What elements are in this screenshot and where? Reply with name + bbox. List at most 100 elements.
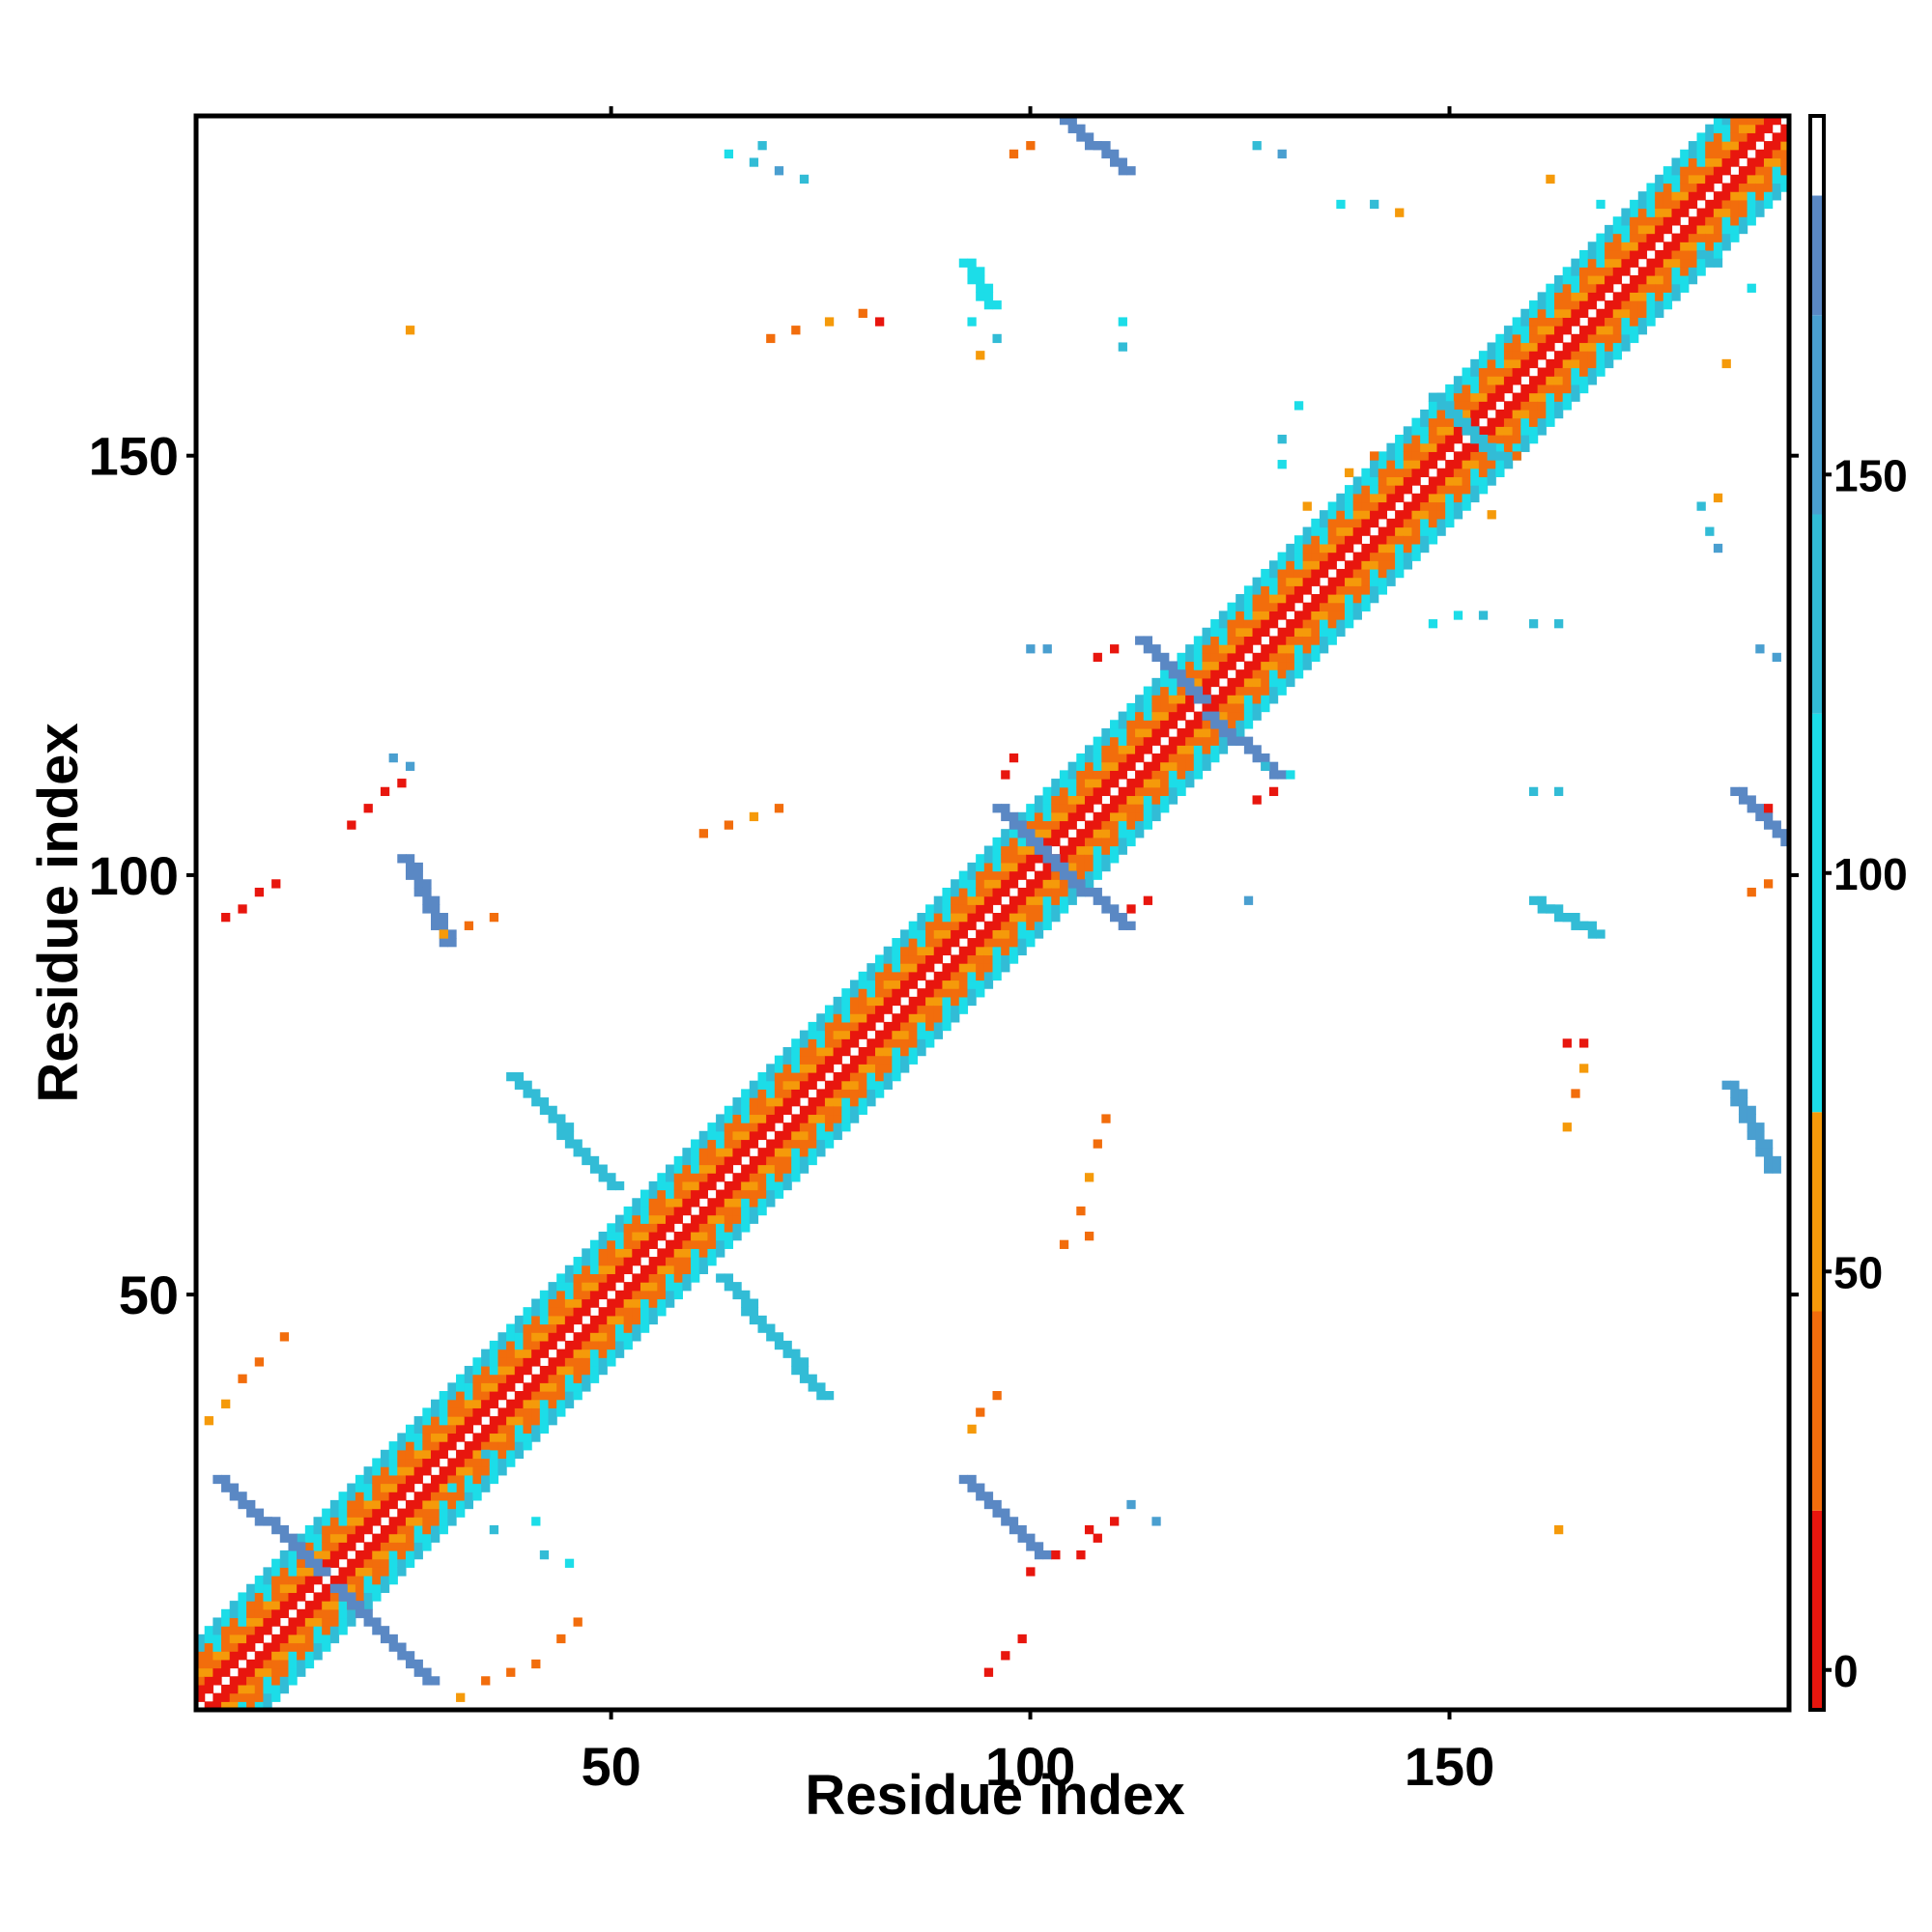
contact-stripe-cell xyxy=(732,1290,742,1300)
diagonal-cell xyxy=(614,1214,625,1224)
diagonal-cell xyxy=(1696,191,1706,201)
diagonal-cell xyxy=(808,1097,817,1107)
diagonal-cell xyxy=(1336,526,1346,536)
diagonal-cell xyxy=(548,1282,557,1292)
diagonal-cell xyxy=(221,1701,231,1711)
diagonal-cell xyxy=(1168,753,1179,763)
diagonal-cell xyxy=(791,1114,801,1123)
diagonal-cell xyxy=(1546,367,1555,377)
diagonal-cell xyxy=(933,946,944,956)
diagonal-cell xyxy=(1612,342,1623,352)
diagonal-cell xyxy=(1193,711,1204,721)
diagonal-cell xyxy=(481,1382,491,1392)
diagonal-cell xyxy=(422,1483,432,1492)
diagonal-cell xyxy=(564,1315,575,1325)
diagonal-cell xyxy=(623,1248,633,1258)
diagonal-cell xyxy=(1168,795,1179,805)
diagonal-cell xyxy=(573,1382,582,1392)
contact-stripe-cell xyxy=(1218,720,1229,729)
diagonal-cell xyxy=(908,954,918,964)
diagonal-cell xyxy=(363,1517,373,1526)
contact-cell xyxy=(238,904,247,914)
diagonal-cell xyxy=(657,1257,667,1266)
diagonal-cell xyxy=(698,1180,709,1191)
diagonal-cell xyxy=(1361,518,1371,528)
contact-cell xyxy=(1017,1634,1027,1644)
diagonal-cell xyxy=(1512,358,1521,369)
diagonal-cell xyxy=(1126,753,1136,763)
diagonal-cell xyxy=(1268,677,1279,688)
diagonal-cell xyxy=(1680,267,1690,276)
diagonal-cell xyxy=(1177,761,1186,771)
diagonal-cell xyxy=(1671,208,1681,217)
contact-stripe-cell xyxy=(397,1651,407,1661)
diagonal-cell xyxy=(439,1449,448,1460)
diagonal-cell xyxy=(1042,837,1052,847)
diagonal-cell xyxy=(883,980,893,989)
diagonal-cell xyxy=(598,1307,608,1317)
diagonal-cell xyxy=(548,1416,557,1426)
diagonal-cell xyxy=(1101,736,1111,746)
diagonal-cell xyxy=(1370,501,1379,511)
diagonal-cell xyxy=(514,1323,525,1333)
diagonal-cell xyxy=(1093,745,1102,754)
contact-stripe-cell xyxy=(589,1155,600,1166)
contact-stripe-cell xyxy=(1252,745,1262,754)
diagonal-cell xyxy=(372,1458,382,1467)
diagonal-cell xyxy=(1202,636,1211,645)
diagonal-cell xyxy=(1630,224,1639,235)
diagonal-cell xyxy=(698,1173,709,1182)
diagonal-cell xyxy=(791,1038,801,1048)
diagonal-cell xyxy=(1378,485,1388,495)
diagonal-cell xyxy=(666,1264,675,1275)
diagonal-cell xyxy=(951,929,960,939)
diagonal-cell xyxy=(1252,661,1262,670)
diagonal-cell xyxy=(716,1122,725,1132)
diagonal-cell xyxy=(933,1021,944,1032)
diagonal-cell xyxy=(908,971,918,981)
diagonal-cell xyxy=(1680,249,1690,260)
diagonal-cell xyxy=(279,1684,290,1694)
contact-stripe-cell xyxy=(1059,870,1069,880)
diagonal-cell xyxy=(1252,611,1262,620)
diagonal-cell xyxy=(447,1382,457,1392)
diagonal-cell xyxy=(892,946,901,956)
diagonal-cell xyxy=(607,1332,616,1342)
diagonal-cell xyxy=(614,1298,625,1308)
diagonal-cell xyxy=(1546,358,1555,369)
diagonal-cell xyxy=(1705,124,1715,133)
diagonal-cell xyxy=(942,921,952,930)
diagonal-cell xyxy=(1059,845,1069,855)
contact-stripe-cell xyxy=(1059,116,1069,126)
diagonal-cell xyxy=(1261,602,1270,611)
diagonal-cell xyxy=(724,1223,734,1233)
diagonal-cell xyxy=(1311,568,1321,579)
diagonal-cell xyxy=(447,1441,457,1451)
diagonal-cell xyxy=(1605,233,1614,242)
diagonal-cell xyxy=(1721,208,1731,217)
diagonal-cell xyxy=(1646,308,1656,319)
contact-stripe-cell xyxy=(1034,1542,1044,1551)
diagonal-cell xyxy=(1160,770,1170,780)
diagonal-cell xyxy=(1395,442,1405,452)
diagonal-cell xyxy=(1411,442,1421,452)
diagonal-cell xyxy=(666,1198,675,1208)
diagonal-cell xyxy=(1662,249,1673,260)
diagonal-cell xyxy=(1411,543,1421,554)
diagonal-cell xyxy=(1042,786,1052,797)
contact-stripe-cell xyxy=(976,275,985,285)
diagonal-cell xyxy=(1352,493,1362,503)
diagonal-cell xyxy=(716,1214,725,1224)
diagonal-cell xyxy=(489,1416,499,1426)
diagonal-cell xyxy=(413,1533,423,1543)
diagonal-cell xyxy=(422,1416,432,1426)
diagonal-cell xyxy=(749,1198,759,1208)
diagonal-cell xyxy=(397,1441,407,1451)
diagonal-cell xyxy=(883,1021,893,1032)
diagonal-cell xyxy=(1261,568,1270,579)
diagonal-cell xyxy=(1202,661,1211,670)
diagonal-cell xyxy=(1352,535,1362,545)
diagonal-cell xyxy=(1596,342,1605,352)
diagonal-cell xyxy=(338,1492,348,1501)
diagonal-cell xyxy=(1503,376,1514,385)
